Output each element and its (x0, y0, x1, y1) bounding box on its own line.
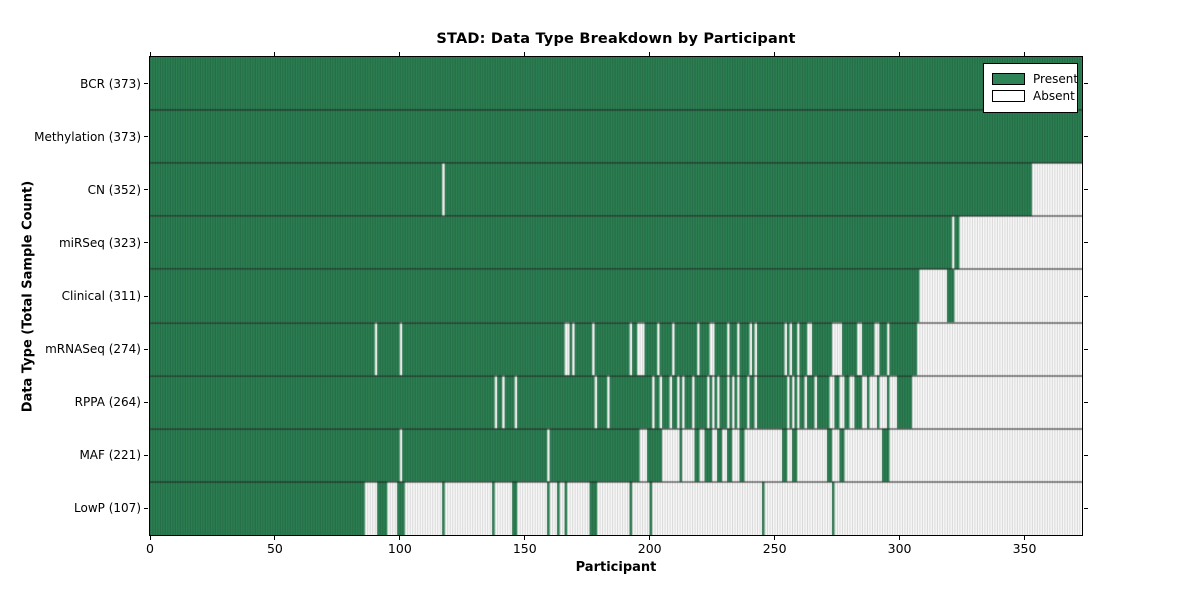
y-tick-mark (1084, 136, 1088, 138)
y-tick-mark (144, 242, 148, 244)
y-tick-mark (144, 454, 148, 456)
row-label-mirseq: miRSeq (323) (58, 235, 141, 250)
row-label-methylation: Methylation (373) (34, 129, 141, 144)
x-tick-label-200: 200 (637, 541, 662, 556)
y-tick-mark (144, 295, 148, 297)
absent-swatch-icon (992, 90, 1025, 102)
present-swatch-icon (992, 73, 1025, 85)
y-tick-mark (1084, 242, 1088, 244)
y-tick-mark (1084, 401, 1088, 403)
x-tick-mark (774, 536, 776, 540)
x-tick-mark (899, 52, 901, 56)
x-tick-mark (274, 536, 276, 540)
x-tick-label-100: 100 (387, 541, 412, 556)
x-tick-mark (274, 52, 276, 56)
y-tick-mark (1084, 189, 1088, 191)
y-tick-mark (1084, 507, 1088, 509)
row-label-bcr: BCR (373) (80, 76, 141, 91)
y-tick-mark (1084, 83, 1088, 85)
legend-item-absent: Absent (992, 89, 1075, 103)
x-tick-mark (774, 52, 776, 56)
x-tick-mark (399, 52, 401, 56)
y-tick-mark (144, 83, 148, 85)
y-tick-mark (1084, 295, 1088, 297)
y-tick-mark (1084, 454, 1088, 456)
x-tick-mark (524, 536, 526, 540)
x-tick-mark (1024, 536, 1026, 540)
row-label-maf: MAF (221) (79, 448, 141, 463)
x-tick-mark (524, 52, 526, 56)
x-tick-mark (649, 52, 651, 56)
row-label-lowp: LowP (107) (74, 501, 141, 516)
x-tick-label-300: 300 (887, 541, 912, 556)
x-axis-label: Participant (575, 560, 657, 575)
legend-label-absent: Absent (1033, 89, 1075, 103)
y-tick-mark (144, 401, 148, 403)
x-tick-label-0: 0 (146, 541, 154, 556)
y-tick-mark (1084, 348, 1088, 350)
y-tick-mark (144, 348, 148, 350)
x-tick-label-150: 150 (512, 541, 537, 556)
row-label-rppa: RPPA (264) (74, 395, 141, 410)
x-tick-mark (649, 536, 651, 540)
plot-area (149, 56, 1083, 536)
x-tick-mark (899, 536, 901, 540)
y-tick-mark (144, 189, 148, 191)
x-tick-label-350: 350 (1012, 541, 1037, 556)
legend-item-present: Present (992, 72, 1078, 86)
x-tick-mark (149, 52, 151, 56)
y-tick-mark (144, 136, 148, 138)
row-label-clinical: Clinical (311) (61, 289, 141, 303)
x-tick-label-250: 250 (762, 541, 787, 556)
row-label-mrnaseq: mRNASeq (274) (45, 342, 141, 357)
x-tick-mark (399, 536, 401, 540)
x-tick-label-50: 50 (266, 541, 283, 556)
chart-title: STAD: Data Type Breakdown by Participant (436, 31, 796, 47)
x-tick-mark (149, 536, 151, 540)
legend-label-present: Present (1033, 72, 1079, 86)
legend: Present Absent (983, 63, 1078, 113)
row-label-cn: CN (352) (87, 182, 141, 197)
presence-matrix-canvas (150, 57, 1082, 535)
x-tick-mark (1024, 52, 1026, 56)
y-tick-mark (144, 507, 148, 509)
